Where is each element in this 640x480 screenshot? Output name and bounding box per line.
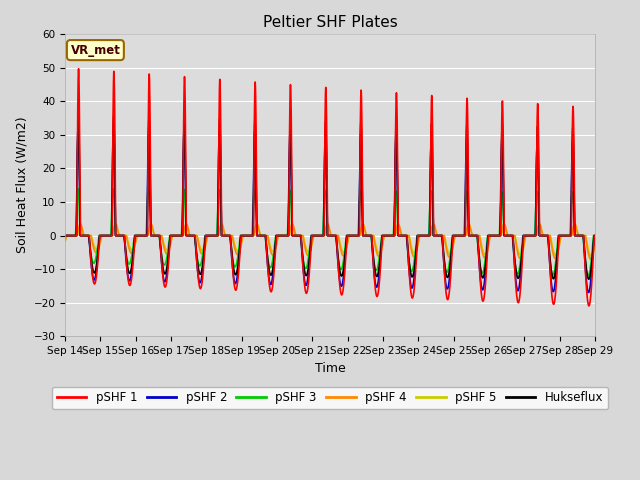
Hukseflux <box>157 242 164 248</box>
X-axis label: Time: Time <box>315 362 346 375</box>
pSHF 5 <box>310 233 318 239</box>
pSHF 5 <box>479 247 486 252</box>
pSHF 2 <box>419 233 427 239</box>
Hukseflux <box>74 112 82 118</box>
pSHF 1 <box>585 303 593 309</box>
Hukseflux <box>419 233 427 239</box>
pSHF 2 <box>591 233 599 239</box>
pSHF 5 <box>591 241 599 247</box>
pSHF 3 <box>584 273 592 278</box>
pSHF 1 <box>419 233 427 239</box>
pSHF 5 <box>430 226 438 232</box>
pSHF 1 <box>591 233 598 239</box>
Hukseflux <box>479 275 486 281</box>
pSHF 4 <box>500 221 508 227</box>
pSHF 3 <box>74 186 82 192</box>
pSHF 4 <box>587 256 595 262</box>
pSHF 4 <box>310 233 318 239</box>
pSHF 2 <box>479 287 486 293</box>
pSHF 1 <box>449 239 456 244</box>
pSHF 3 <box>449 233 456 239</box>
pSHF 2 <box>591 233 598 239</box>
pSHF 5 <box>591 243 598 249</box>
Hukseflux <box>585 276 593 282</box>
pSHF 4 <box>157 233 164 239</box>
Line: pSHF 2: pSHF 2 <box>65 125 595 292</box>
pSHF 2 <box>449 233 456 239</box>
pSHF 1 <box>61 233 69 239</box>
pSHF 2 <box>585 289 593 295</box>
pSHF 5 <box>419 233 427 239</box>
Title: Peltier SHF Plates: Peltier SHF Plates <box>262 15 397 30</box>
pSHF 3 <box>591 233 598 239</box>
Text: VR_met: VR_met <box>70 44 120 57</box>
pSHF 2 <box>74 122 82 128</box>
pSHF 4 <box>419 233 427 239</box>
pSHF 1 <box>310 233 318 239</box>
pSHF 4 <box>449 246 456 252</box>
pSHF 1 <box>75 66 83 72</box>
pSHF 4 <box>591 240 599 246</box>
Hukseflux <box>310 233 318 239</box>
pSHF 3 <box>157 244 164 250</box>
Hukseflux <box>591 233 599 239</box>
Hukseflux <box>591 233 598 239</box>
Legend: pSHF 1, pSHF 2, pSHF 3, pSHF 4, pSHF 5, Hukseflux: pSHF 1, pSHF 2, pSHF 3, pSHF 4, pSHF 5, … <box>52 387 608 409</box>
pSHF 5 <box>157 233 164 239</box>
pSHF 1 <box>479 298 486 304</box>
pSHF 5 <box>587 253 595 259</box>
pSHF 5 <box>449 245 456 251</box>
pSHF 4 <box>591 243 598 249</box>
pSHF 3 <box>61 233 69 239</box>
pSHF 2 <box>61 233 69 239</box>
Line: pSHF 1: pSHF 1 <box>65 69 595 306</box>
pSHF 1 <box>591 233 599 239</box>
pSHF 3 <box>479 270 486 276</box>
pSHF 2 <box>157 246 164 252</box>
pSHF 1 <box>157 242 164 248</box>
Line: pSHF 5: pSHF 5 <box>65 229 595 256</box>
pSHF 2 <box>310 233 318 239</box>
Line: pSHF 3: pSHF 3 <box>65 189 595 276</box>
Hukseflux <box>61 233 69 239</box>
Hukseflux <box>449 234 456 240</box>
Y-axis label: Soil Heat Flux (W/m2): Soil Heat Flux (W/m2) <box>15 117 28 253</box>
pSHF 4 <box>479 251 486 256</box>
pSHF 3 <box>591 233 599 239</box>
Line: pSHF 4: pSHF 4 <box>65 224 595 259</box>
pSHF 4 <box>61 238 69 244</box>
pSHF 3 <box>419 233 427 239</box>
pSHF 3 <box>310 233 318 239</box>
Line: Hukseflux: Hukseflux <box>65 115 595 279</box>
pSHF 5 <box>61 238 69 244</box>
